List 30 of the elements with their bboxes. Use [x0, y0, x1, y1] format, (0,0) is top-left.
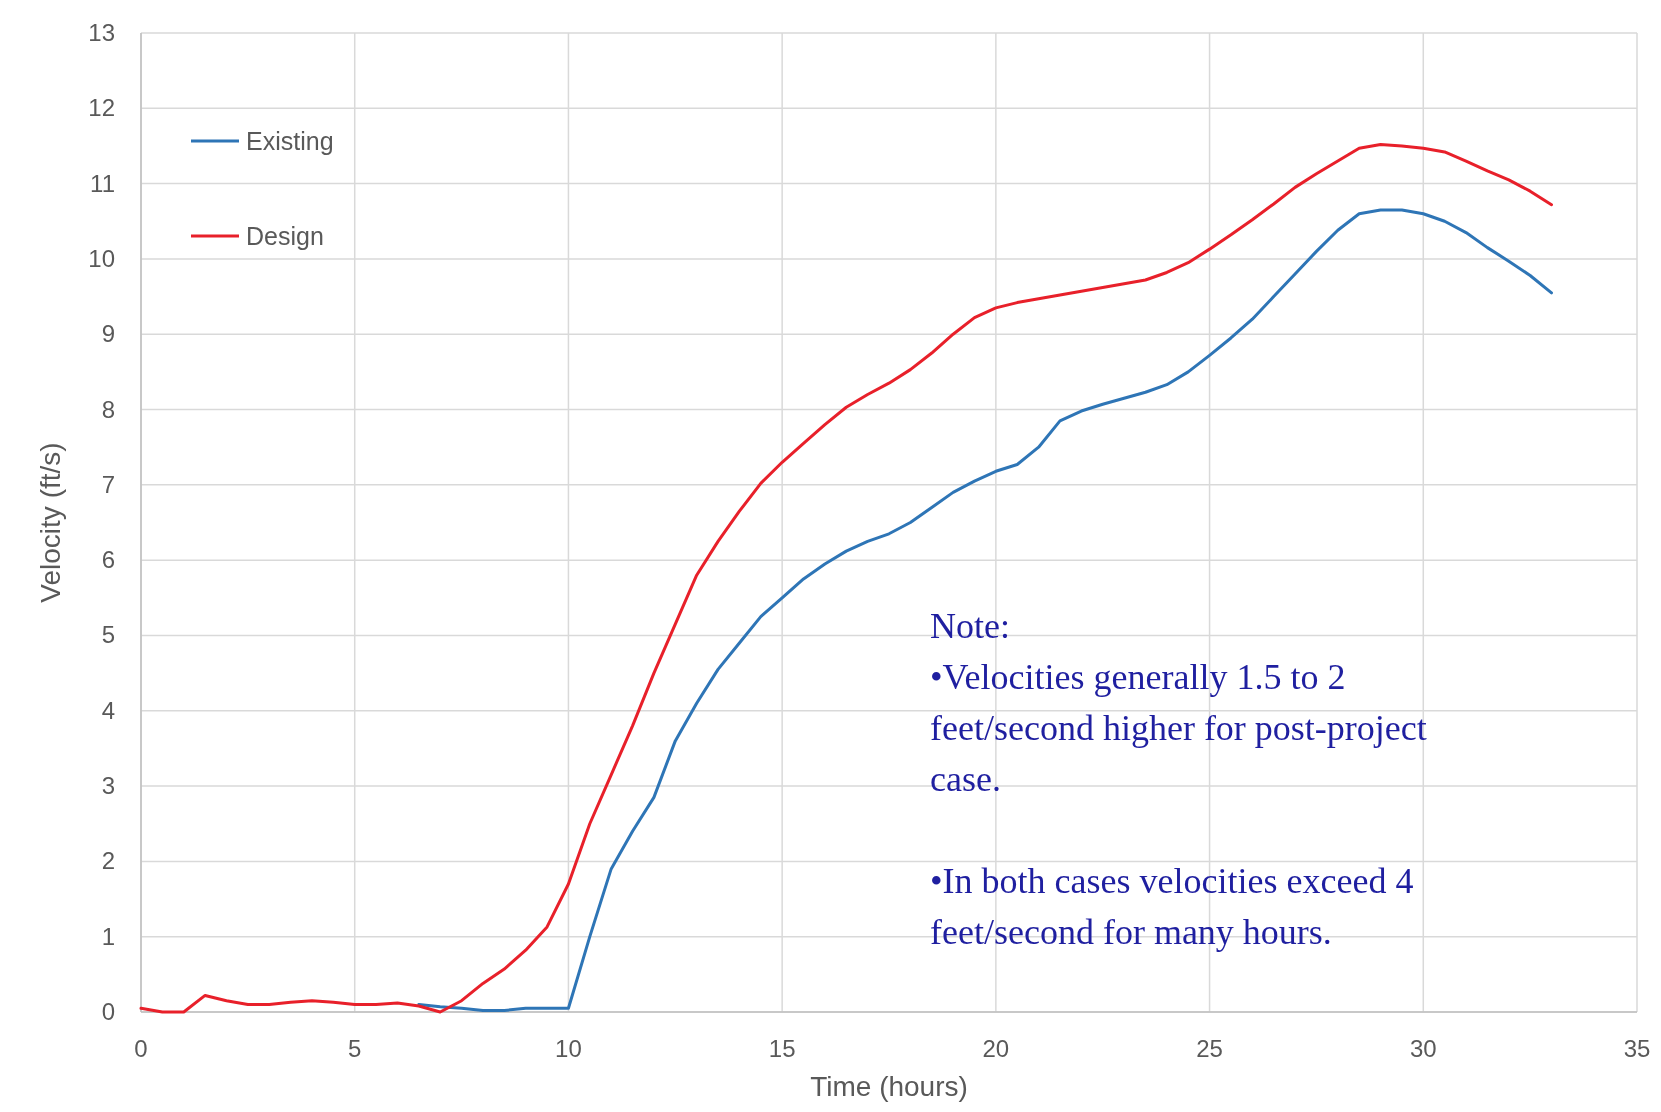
x-tick-label: 15 [768, 1035, 796, 1062]
y-tick-label: 9 [101, 320, 115, 348]
y-tick-label: 6 [101, 546, 115, 574]
x-tick-label: 10 [555, 1035, 582, 1062]
y-tick-label: 13 [88, 19, 115, 46]
y-tick-label: 5 [101, 621, 115, 649]
y-axis-title: Velocity (ft/s) [35, 442, 66, 603]
y-tick-label: 1 [101, 922, 115, 950]
annotation: •In both cases velocities exceed 4 feet/second for many hours. [930, 861, 1414, 952]
x-tick-label: 25 [1196, 1035, 1223, 1062]
annotation: •Velocities generally 1.5 to 2 feet/second higher for post-project case. [930, 657, 1427, 799]
y-tick-label: 3 [101, 772, 115, 800]
x-tick-label: 5 [348, 1035, 362, 1062]
x-tick-label: 0 [134, 1035, 148, 1062]
x-tick-label: 35 [1623, 1035, 1651, 1062]
x-tick-label: 20 [982, 1035, 1010, 1062]
annotation: Note: [930, 606, 1010, 646]
y-tick-label: 0 [101, 998, 115, 1025]
y-tick-label: 10 [88, 244, 115, 272]
line-series [417, 208, 1554, 1012]
legend-label: Existing [246, 127, 334, 155]
x-axis-title: Time (hours) [810, 1071, 968, 1102]
y-tick-label: 4 [101, 696, 115, 724]
y-tick-label: 12 [88, 94, 115, 122]
y-tick-label: 11 [90, 169, 115, 197]
y-tick-label: 7 [101, 470, 115, 498]
x-tick-label: 30 [1409, 1035, 1437, 1062]
y-tick-label: 8 [101, 395, 115, 423]
legend-label: Design [246, 222, 324, 250]
y-tick-label: 2 [101, 847, 115, 875]
